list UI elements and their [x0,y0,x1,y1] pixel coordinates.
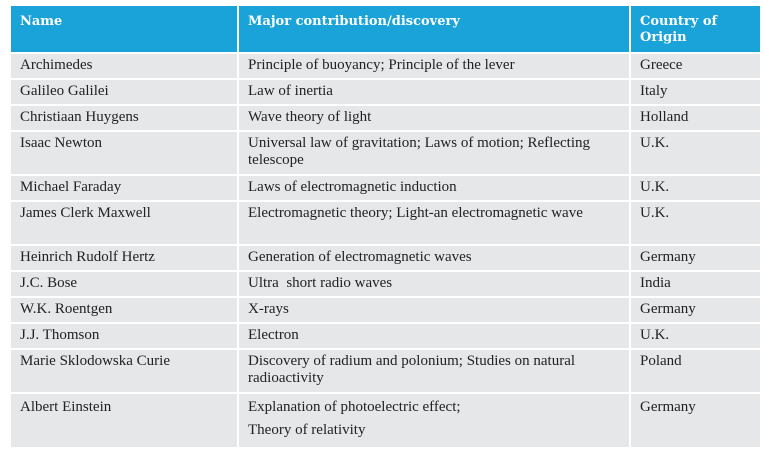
cell-name: James Clerk Maxwell [11,200,239,245]
cell-contribution: Universal law of gravitation; Laws of mo… [238,130,631,175]
cell-country: Holland [630,104,760,131]
table-row: J.C. Bose Ultra short radio waves India [11,270,760,297]
cell-contribution: Principle of buoyancy; Principle of the … [238,52,631,79]
cell-contribution-line: Explanation of photoelectric effect; [248,399,461,415]
cell-country: U.K. [630,322,760,349]
header-country: Country of Origin [630,6,760,53]
cell-contribution: Electromagnetic theory; Light-an electro… [238,200,631,245]
cell-name: Heinrich Rudolf Hertz [11,244,239,271]
cell-country: Italy [630,78,760,105]
scientists-table-container: Name Major contribution/discovery Countr… [11,6,760,447]
cell-name: W.K. Roentgen [11,296,239,323]
header-contribution: Major contribution/discovery [238,6,631,53]
cell-name: Archimedes [11,52,239,79]
cell-contribution: X-rays [238,296,631,323]
table-row: Archimedes Principle of buoyancy; Princi… [11,52,760,79]
cell-country: Poland [630,348,760,393]
cell-country: India [630,270,760,297]
cell-contribution: Ultra short radio waves [238,270,631,297]
cell-country: Germany [630,296,760,323]
table-row: W.K. Roentgen X-rays Germany [11,296,760,323]
cell-name: J.C. Bose [11,270,239,297]
cell-contribution: Discovery of radium and polonium; Studie… [238,348,631,393]
header-name: Name [11,6,239,53]
cell-name: Galileo Galilei [11,78,239,105]
table-row: Michael Faraday Laws of electromagnetic … [11,174,760,201]
cell-country: U.K. [630,130,760,175]
cell-country: Germany [630,244,760,271]
cell-country: Greece [630,52,760,79]
cell-contribution-line: Theory of relativity [248,422,366,438]
table-row: Albert Einstein Explanation of photoelec… [11,392,760,447]
cell-country: Germany [630,392,760,447]
table-row: Christiaan Huygens Wave theory of light … [11,104,760,131]
cell-name: Christiaan Huygens [11,104,239,131]
cell-name: Isaac Newton [11,130,239,175]
cell-country: U.K. [630,200,760,245]
cell-contribution: Law of inertia [238,78,631,105]
cell-name: Marie Sklodowska Curie [11,348,239,393]
cell-contribution: Laws of electromagnetic induction [238,174,631,201]
cell-contribution: Explanation of photoelectric effect; The… [238,392,631,447]
cell-contribution: Generation of electromagnetic waves [238,244,631,271]
table-row: J.J. Thomson Electron U.K. [11,322,760,349]
cell-contribution: Electron [238,322,631,349]
cell-name: Albert Einstein [11,392,239,447]
table-row: James Clerk Maxwell Electromagnetic theo… [11,200,760,245]
cell-name: J.J. Thomson [11,322,239,349]
table-row: Galileo Galilei Law of inertia Italy [11,78,760,105]
table-row: Isaac Newton Universal law of gravitatio… [11,130,760,175]
table-header-row: Name Major contribution/discovery Countr… [11,6,760,53]
cell-contribution: Wave theory of light [238,104,631,131]
scientists-table: Name Major contribution/discovery Countr… [11,6,760,447]
table-row: Marie Sklodowska Curie Discovery of radi… [11,348,760,393]
table-row: Heinrich Rudolf Hertz Generation of elec… [11,244,760,271]
cell-name: Michael Faraday [11,174,239,201]
cell-country: U.K. [630,174,760,201]
